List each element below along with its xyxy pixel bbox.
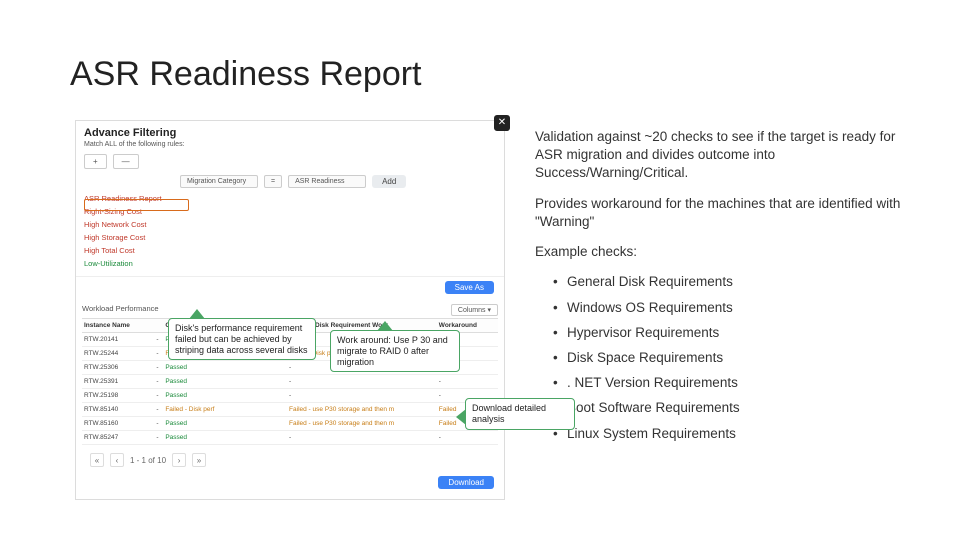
table-cell: Failed - Disk perf	[163, 403, 287, 417]
close-icon[interactable]: ✕	[494, 115, 510, 131]
check-item: . NET Version Requirements	[553, 374, 905, 392]
check-item: Linux System Requirements	[553, 425, 905, 443]
pager-first-icon[interactable]: «	[90, 453, 104, 467]
table-cell: RTW.20141	[82, 333, 154, 347]
desc-para-3: Example checks:	[535, 243, 905, 261]
table-cell: -	[437, 375, 498, 389]
table-cell: RTW.85160	[82, 417, 154, 431]
table-cell: -	[154, 389, 163, 403]
filter-subtext: Match ALL of the following rules:	[76, 141, 504, 152]
table-row[interactable]: RTW.25391-Passed--	[82, 375, 498, 389]
filter-heading: Advance Filtering	[76, 121, 504, 141]
check-item: Disk Space Requirements	[553, 349, 905, 367]
table-row[interactable]: RTW.85160-PassedFailed - use P30 storage…	[82, 417, 498, 431]
table-cell: -	[154, 417, 163, 431]
rule-item[interactable]: High Storage Cost	[84, 231, 496, 244]
table-cell: -	[154, 361, 163, 375]
pager-next-icon[interactable]: ›	[172, 453, 186, 467]
table-cell: -	[287, 431, 437, 445]
operator-select[interactable]: =	[264, 175, 282, 188]
add-button[interactable]: Add	[372, 175, 406, 188]
right-column: Validation against ~20 checks to see if …	[535, 128, 905, 450]
table-cell: RTW.25391	[82, 375, 154, 389]
rule-item[interactable]: High Network Cost	[84, 218, 496, 231]
table-cell: -	[154, 347, 163, 361]
slide: ASR Readiness Report ✕ Advance Filtering…	[0, 0, 960, 540]
table-cell: Passed	[163, 431, 287, 445]
pager-last-icon[interactable]: »	[192, 453, 206, 467]
table-row[interactable]: RTW.85247-Passed--	[82, 431, 498, 445]
check-item: General Disk Requirements	[553, 273, 905, 291]
category-select[interactable]: Migration Category	[180, 175, 258, 188]
table-cell: -	[154, 375, 163, 389]
columns-button[interactable]: Columns ▾	[451, 304, 498, 316]
table-header	[154, 319, 163, 333]
save-as-button[interactable]: Save As	[445, 281, 494, 294]
rule-list: ASR Readiness ReportRight-Sizing CostHig…	[76, 190, 504, 272]
table-cell: -	[154, 333, 163, 347]
rule-builder-row: Migration Category = ASR Readiness Add	[76, 173, 504, 190]
table-cell: Passed	[163, 417, 287, 431]
table-cell: -	[154, 403, 163, 417]
callout-disk-perf: Disk's performance requirement failed bu…	[168, 318, 316, 360]
table-title: Workload Performance	[82, 304, 159, 316]
table-cell: RTW.25244	[82, 347, 154, 361]
add-rule-button[interactable]: +	[84, 154, 107, 169]
checks-list: General Disk Requirements Windows OS Requ…	[535, 273, 905, 443]
table-cell: Passed	[163, 361, 287, 375]
table-cell: RTW.85140	[82, 403, 154, 417]
table-cell: -	[437, 431, 498, 445]
desc-para-1: Validation against ~20 checks to see if …	[535, 128, 905, 183]
table-cell: Failed - use P30 storage and then m	[287, 403, 437, 417]
filter-controls: + —	[76, 152, 504, 173]
rule-item[interactable]: High Total Cost	[84, 244, 496, 257]
rule-item[interactable]: Low-Utilization	[84, 257, 496, 270]
pager-prev-icon[interactable]: ‹	[110, 453, 124, 467]
callout-workaround: Work around: Use P 30 and migrate to RAI…	[330, 330, 460, 372]
desc-para-2: Provides workaround for the machines tha…	[535, 195, 905, 231]
check-item: Boot Software Requirements	[553, 399, 905, 417]
table-row[interactable]: RTW.85140-Failed - Disk perfFailed - use…	[82, 403, 498, 417]
table-cell: RTW.25306	[82, 361, 154, 375]
table-cell: -	[154, 431, 163, 445]
save-row: Save As	[76, 276, 504, 298]
app-screenshot: ✕ Advance Filtering Match ALL of the fol…	[75, 120, 505, 500]
remove-rule-button[interactable]: —	[113, 154, 139, 169]
table-header: Instance Name	[82, 319, 154, 333]
callout-download: Download detailed analysis	[465, 398, 575, 430]
download-button[interactable]: Download	[438, 476, 494, 489]
rule-item[interactable]: Right-Sizing Cost	[84, 205, 496, 218]
table-row[interactable]: RTW.25198-Passed--	[82, 389, 498, 403]
table-cell: RTW.85247	[82, 431, 154, 445]
pager-text: 1 - 1 of 10	[130, 456, 166, 465]
table-cell: Passed	[163, 375, 287, 389]
rule-item[interactable]: ASR Readiness Report	[84, 192, 496, 205]
table-cell: -	[287, 375, 437, 389]
table-cell: Failed - use P30 storage and then m	[287, 417, 437, 431]
slide-title: ASR Readiness Report	[70, 55, 422, 94]
table-cell: RTW.25198	[82, 389, 154, 403]
check-item: Hypervisor Requirements	[553, 324, 905, 342]
value-select[interactable]: ASR Readiness	[288, 175, 366, 188]
table-cell: Passed	[163, 389, 287, 403]
table-cell: -	[287, 389, 437, 403]
pager: « ‹ 1 - 1 of 10 › »	[82, 445, 498, 471]
check-item: Windows OS Requirements	[553, 299, 905, 317]
